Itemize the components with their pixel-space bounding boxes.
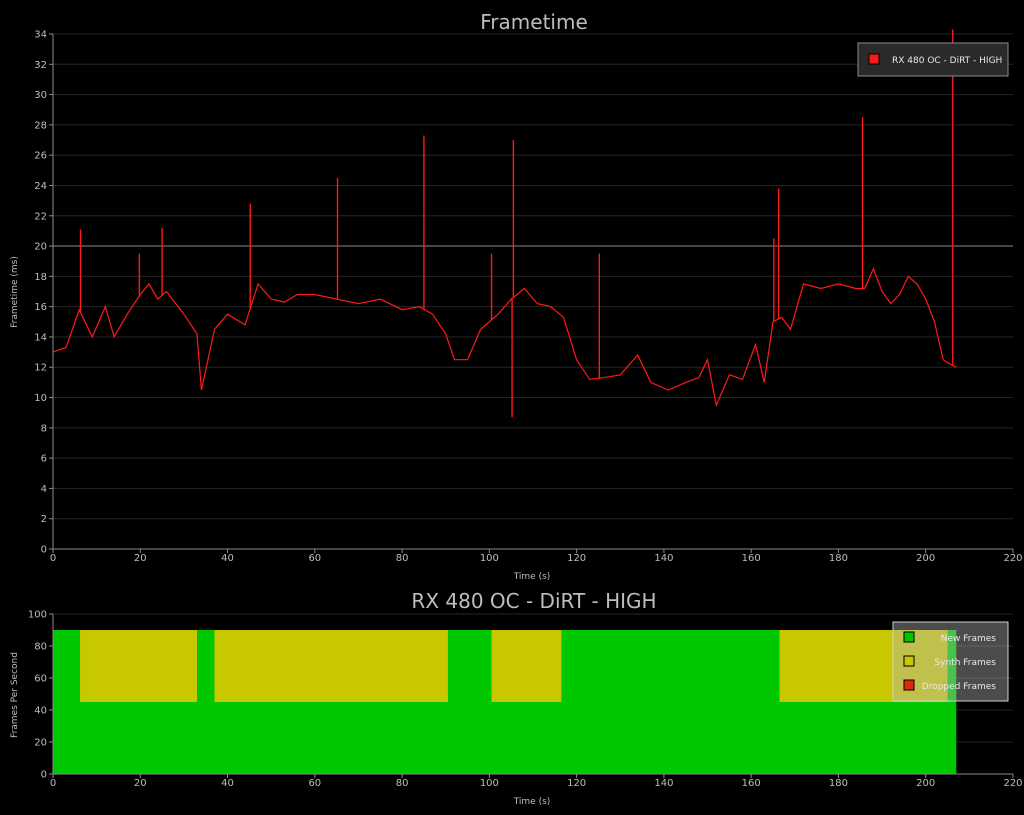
fps-x-tick-label: 40 [221,778,234,789]
fps-x-label: Time (s) [513,797,551,807]
fps-ticks: 0 20 40 60 80 100 0 20 40 60 80 100 120 140 160 180 200 2… [28,610,1023,790]
frametime-x-label: Time (s) [513,572,551,582]
fps-x-tick-label: 60 [308,778,321,789]
y-tick-label: 0 [41,545,47,556]
legend-label-new-frames: New Frames [941,634,997,644]
y-tick-label: 14 [34,332,47,343]
legend-label-dropped-frames: Dropped Frames [922,682,997,692]
x-tick-label: 220 [1003,553,1022,564]
fps-chart: RX 480 OC - DiRT - HIGH 0 20 40 60 80 100 0 20 4… [10,589,1023,807]
x-tick-label: 200 [916,553,935,564]
y-tick-label: 12 [34,363,47,374]
synth-frames-segment [779,630,948,702]
x-tick-label: 60 [308,553,321,564]
fps-x-tick-label: 0 [50,778,56,789]
y-tick-label: 18 [34,272,47,283]
legend-swatch-new-frames [903,631,915,643]
x-tick-label: 80 [396,553,409,564]
fps-x-tick-label: 160 [742,778,761,789]
y-tick-label: 10 [34,393,47,404]
fps-y-tick-label: 100 [28,610,47,621]
y-tick-label: 24 [34,181,47,192]
fps-x-tick-label: 80 [396,778,409,789]
fps-y-tick-label: 80 [34,642,47,653]
legend-swatch-dropped-frames [903,679,915,691]
frametime-series-line [52,267,957,408]
legend-label-synth-frames: Synth Frames [934,658,996,668]
fps-x-tick-label: 120 [567,778,586,789]
synth-frames-segment [214,630,448,702]
fps-x-tick-label: 140 [654,778,673,789]
fps-y-tick-label: 0 [41,770,47,781]
x-tick-label: 140 [654,553,673,564]
frametime-legend[interactable]: RX 480 OC - DiRT - HIGH [857,42,1009,77]
fps-legend[interactable]: New Frames Synth Frames Dropped Frames [892,621,1009,702]
fps-x-tick-label: 200 [916,778,935,789]
x-tick-label: 0 [50,553,56,564]
x-tick-label: 160 [742,553,761,564]
fps-y-label: Frames Per Second [10,652,20,738]
frametime-grid [53,33,1013,550]
fps-x-tick-label: 20 [134,778,147,789]
frametime-title: Frametime [480,10,588,34]
legend-box [857,42,1009,77]
fps-x-tick-label: 220 [1003,778,1022,789]
y-tick-label: 20 [34,242,47,253]
x-tick-label: 120 [567,553,586,564]
y-tick-label: 22 [34,211,47,222]
fps-x-tick-label: 180 [829,778,848,789]
x-tick-label: 100 [480,553,499,564]
frametime-chart: Frametime 024681012141618202224262830323… [10,10,1023,582]
x-tick-label: 180 [829,553,848,564]
fps-title: RX 480 OC - DiRT - HIGH [411,589,656,613]
y-tick-label: 8 [41,423,47,434]
x-tick-label: 40 [221,553,234,564]
fps-y-tick-label: 60 [34,674,47,685]
y-tick-label: 2 [41,514,47,525]
y-tick-label: 6 [41,454,47,465]
y-tick-label: 30 [34,90,47,101]
fps-y-tick-label: 20 [34,738,47,749]
synth-frames-segment [80,630,197,702]
fps-x-tick-label: 100 [480,778,499,789]
y-tick-label: 26 [34,151,47,162]
x-tick-label: 20 [134,553,147,564]
y-tick-label: 28 [34,120,47,131]
y-tick-label: 34 [34,30,47,41]
synth-frames-segment [491,630,562,702]
y-tick-label: 16 [34,302,47,313]
y-tick-label: 4 [41,484,47,495]
frametime-y-label: Frametime (ms) [10,256,20,328]
legend-swatch-frametime [868,53,880,65]
frametime-spikes [79,29,954,418]
y-tick-label: 32 [34,60,47,71]
fps-y-tick-label: 40 [34,706,47,717]
legend-label-frametime: RX 480 OC - DiRT - HIGH [892,56,1002,66]
fps-areas [53,630,957,774]
legend-swatch-synth-frames [903,655,915,667]
